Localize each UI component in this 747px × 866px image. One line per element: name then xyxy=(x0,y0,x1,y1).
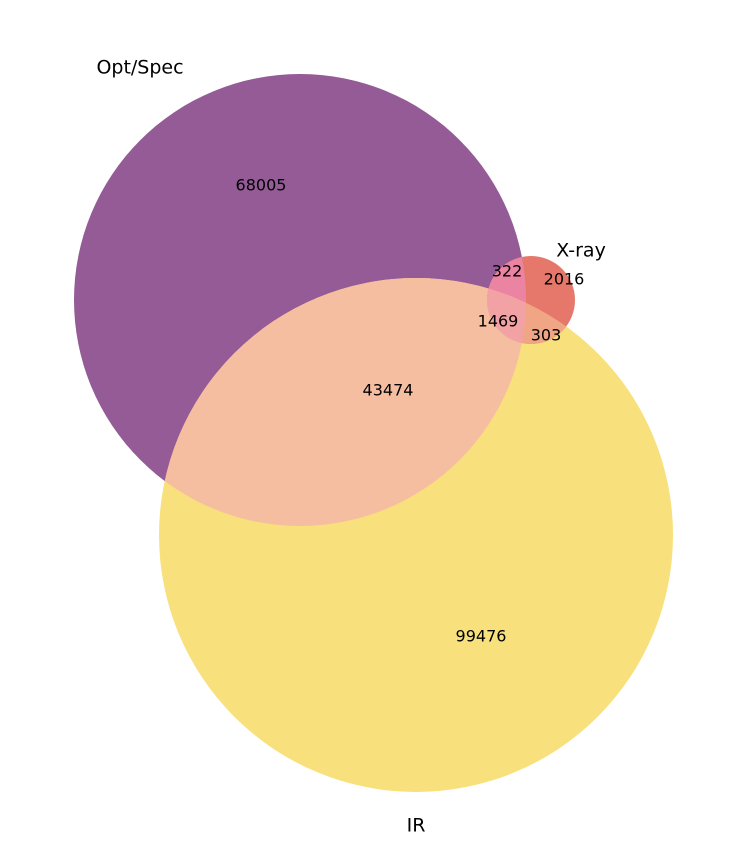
region-count: 2016 xyxy=(544,270,585,289)
set-label: IR xyxy=(407,815,426,837)
region-count: 303 xyxy=(531,326,562,345)
overlap-region xyxy=(487,278,526,344)
region-count: 43474 xyxy=(363,381,414,400)
region-count: 68005 xyxy=(236,176,287,195)
set-label: Opt/Spec xyxy=(96,57,183,79)
set-label: X-ray xyxy=(556,240,606,262)
clip-group xyxy=(487,278,526,344)
region-count: 1469 xyxy=(478,312,519,331)
region-count: 322 xyxy=(492,262,523,281)
region-count: 99476 xyxy=(456,627,507,646)
labels: Opt/Spec IR X-ray 68005 99476 2016 43474 322 303… xyxy=(96,57,605,837)
circles xyxy=(74,74,673,792)
clip-group xyxy=(487,278,526,344)
